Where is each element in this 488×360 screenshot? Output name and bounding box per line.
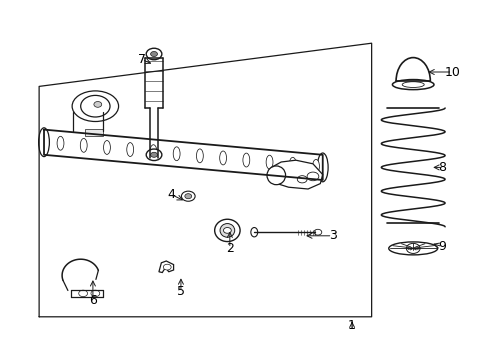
Circle shape (81, 95, 110, 117)
Circle shape (313, 229, 321, 235)
Ellipse shape (388, 242, 437, 255)
Circle shape (146, 149, 162, 161)
Circle shape (181, 191, 195, 201)
Text: 3: 3 (328, 229, 336, 242)
Circle shape (223, 228, 231, 233)
Circle shape (146, 48, 162, 60)
Ellipse shape (39, 128, 49, 157)
Circle shape (94, 102, 102, 107)
Ellipse shape (250, 228, 257, 237)
Circle shape (406, 243, 419, 253)
Ellipse shape (173, 147, 180, 161)
Circle shape (306, 172, 318, 181)
Text: 5: 5 (177, 285, 184, 298)
Text: 7: 7 (138, 53, 145, 66)
Circle shape (297, 176, 306, 183)
Text: 2: 2 (225, 242, 233, 255)
Text: 6: 6 (89, 294, 97, 307)
Ellipse shape (312, 159, 319, 173)
Ellipse shape (220, 224, 234, 237)
Polygon shape (271, 160, 322, 189)
Ellipse shape (214, 219, 240, 242)
Text: 1: 1 (347, 319, 355, 332)
Circle shape (150, 51, 157, 57)
Ellipse shape (103, 140, 110, 154)
Circle shape (79, 290, 87, 297)
Ellipse shape (265, 155, 272, 169)
Circle shape (150, 152, 157, 157)
Circle shape (91, 290, 100, 297)
Text: 9: 9 (438, 240, 446, 253)
Ellipse shape (219, 151, 226, 165)
Text: 8: 8 (438, 161, 446, 174)
Circle shape (184, 194, 191, 199)
Ellipse shape (57, 136, 64, 150)
Ellipse shape (196, 149, 203, 163)
Circle shape (163, 264, 171, 270)
Ellipse shape (266, 166, 285, 185)
Text: 4: 4 (167, 188, 175, 201)
Ellipse shape (80, 139, 87, 152)
Ellipse shape (289, 157, 296, 171)
Ellipse shape (317, 153, 327, 182)
Ellipse shape (150, 145, 157, 158)
Ellipse shape (391, 80, 433, 90)
Ellipse shape (126, 143, 133, 157)
FancyBboxPatch shape (84, 129, 103, 136)
Text: 10: 10 (444, 66, 459, 78)
Ellipse shape (243, 153, 249, 167)
